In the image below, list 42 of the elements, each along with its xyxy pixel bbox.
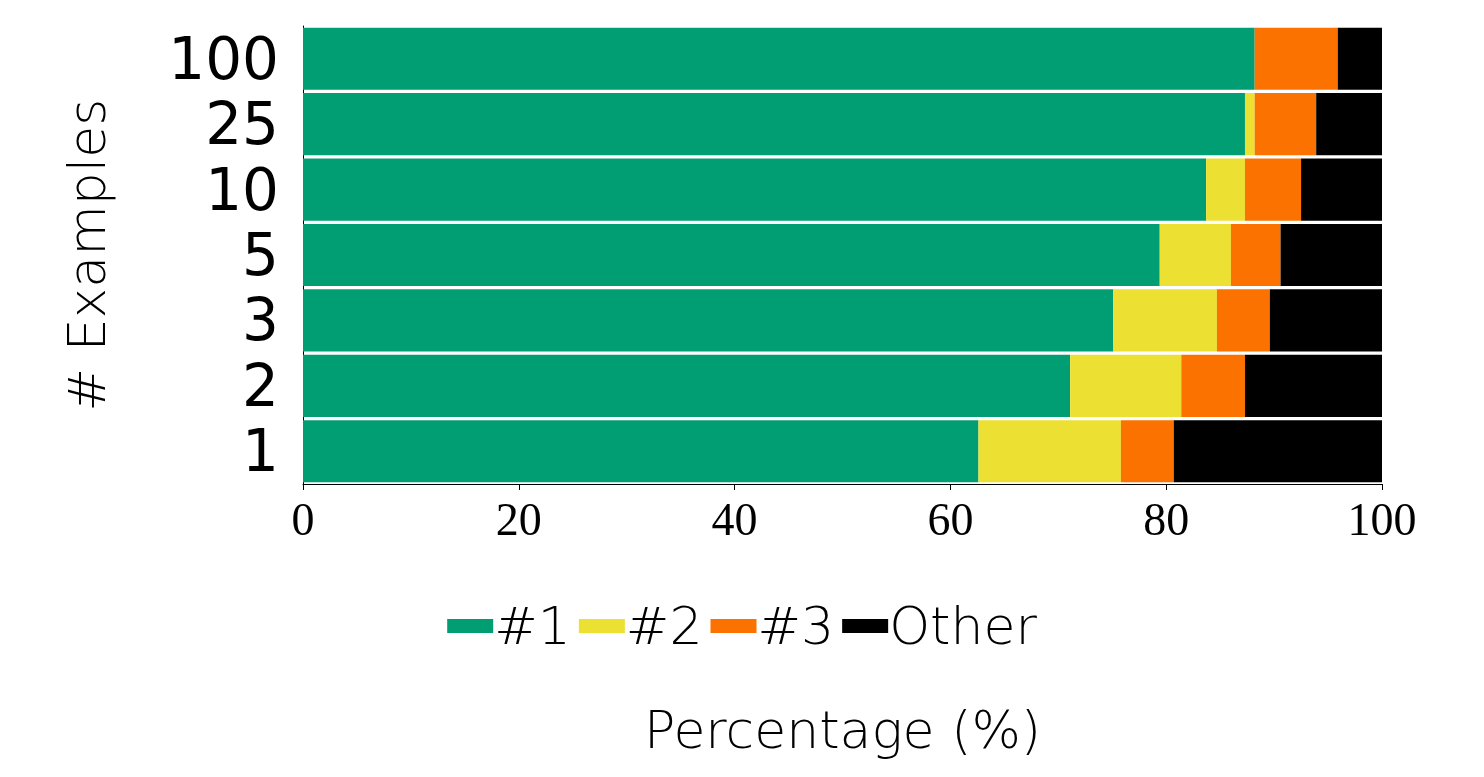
- bar: [1301, 158, 1382, 221]
- x-tick-label: 80: [1143, 493, 1190, 545]
- bar: [303, 289, 1114, 352]
- bar: [303, 93, 1245, 156]
- x-tick-label: 60: [927, 493, 974, 545]
- bar: [1337, 27, 1382, 90]
- bar: [978, 420, 1121, 483]
- bar: [1173, 420, 1382, 483]
- bar: [1244, 158, 1302, 221]
- bar: [1113, 289, 1217, 352]
- legend-label: #1: [494, 596, 571, 656]
- y-axis-title: # Examples: [57, 98, 117, 412]
- legend-label: #2: [625, 596, 703, 656]
- bar: [1254, 27, 1338, 90]
- x-tick-label: 20: [495, 493, 542, 545]
- bar: [303, 27, 1255, 90]
- legend-label: #3: [757, 596, 835, 656]
- x-tick-label: 0: [291, 493, 315, 545]
- bar: [1120, 420, 1174, 483]
- y-tick-label: 1: [242, 417, 279, 486]
- bar: [303, 223, 1160, 287]
- bar: [1181, 354, 1245, 417]
- bar: [1216, 289, 1270, 352]
- bar: [1230, 223, 1281, 287]
- y-tick-label: 5: [242, 221, 279, 289]
- bar: [303, 158, 1207, 221]
- bar: [1070, 354, 1182, 417]
- bar: [1254, 93, 1317, 156]
- bar: [303, 354, 1071, 417]
- bar: [1316, 93, 1382, 156]
- legend-label: Other: [889, 596, 1038, 656]
- bar: [1244, 93, 1255, 156]
- bar: [1206, 158, 1245, 221]
- x-axis-title: Percentage (%): [643, 700, 1042, 760]
- bar: [1159, 223, 1231, 287]
- bar: [1244, 354, 1382, 417]
- x-tick-label: 40: [711, 493, 758, 545]
- x-tick-label: 100: [1347, 493, 1417, 545]
- y-tick-label: 100: [168, 24, 279, 93]
- bar: [1280, 223, 1382, 287]
- bar: [1269, 289, 1382, 352]
- bar: [303, 420, 979, 483]
